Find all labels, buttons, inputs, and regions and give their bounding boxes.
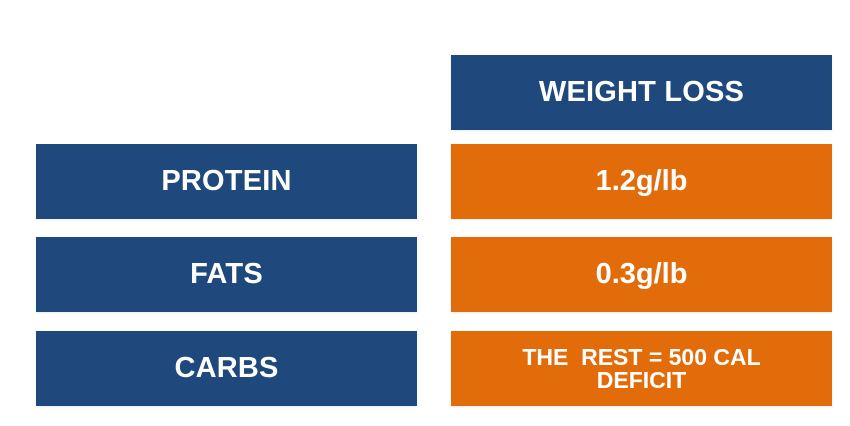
macro-value-carbs: THE REST = 500 CAL DEFICIT: [451, 331, 832, 406]
macro-value-fats-text: 0.3g/lb: [595, 258, 688, 290]
macro-label-fats-text: FATS: [190, 258, 263, 290]
macro-value-protein: 1.2g/lb: [451, 144, 832, 219]
macro-value-carbs-line-1: THE REST = 500 CAL: [522, 343, 761, 370]
macro-label-carbs-text: CARBS: [174, 352, 279, 384]
macro-value-carbs-line-2: DEFICIT: [596, 366, 687, 393]
macro-value-carbs-text: THE REST = 500 CAL DEFICIT: [522, 343, 761, 393]
header-weight-loss-text: WEIGHT LOSS: [538, 76, 745, 108]
macro-label-protein-text: PROTEIN: [161, 165, 292, 197]
macro-value-protein-text: 1.2g/lb: [595, 165, 688, 197]
macro-label-fats: FATS: [36, 237, 417, 312]
macro-label-protein: PROTEIN: [36, 144, 417, 219]
macro-value-fats: 0.3g/lb: [451, 237, 832, 312]
header-weight-loss: WEIGHT LOSS: [451, 55, 832, 130]
macro-label-carbs: CARBS: [36, 331, 417, 406]
